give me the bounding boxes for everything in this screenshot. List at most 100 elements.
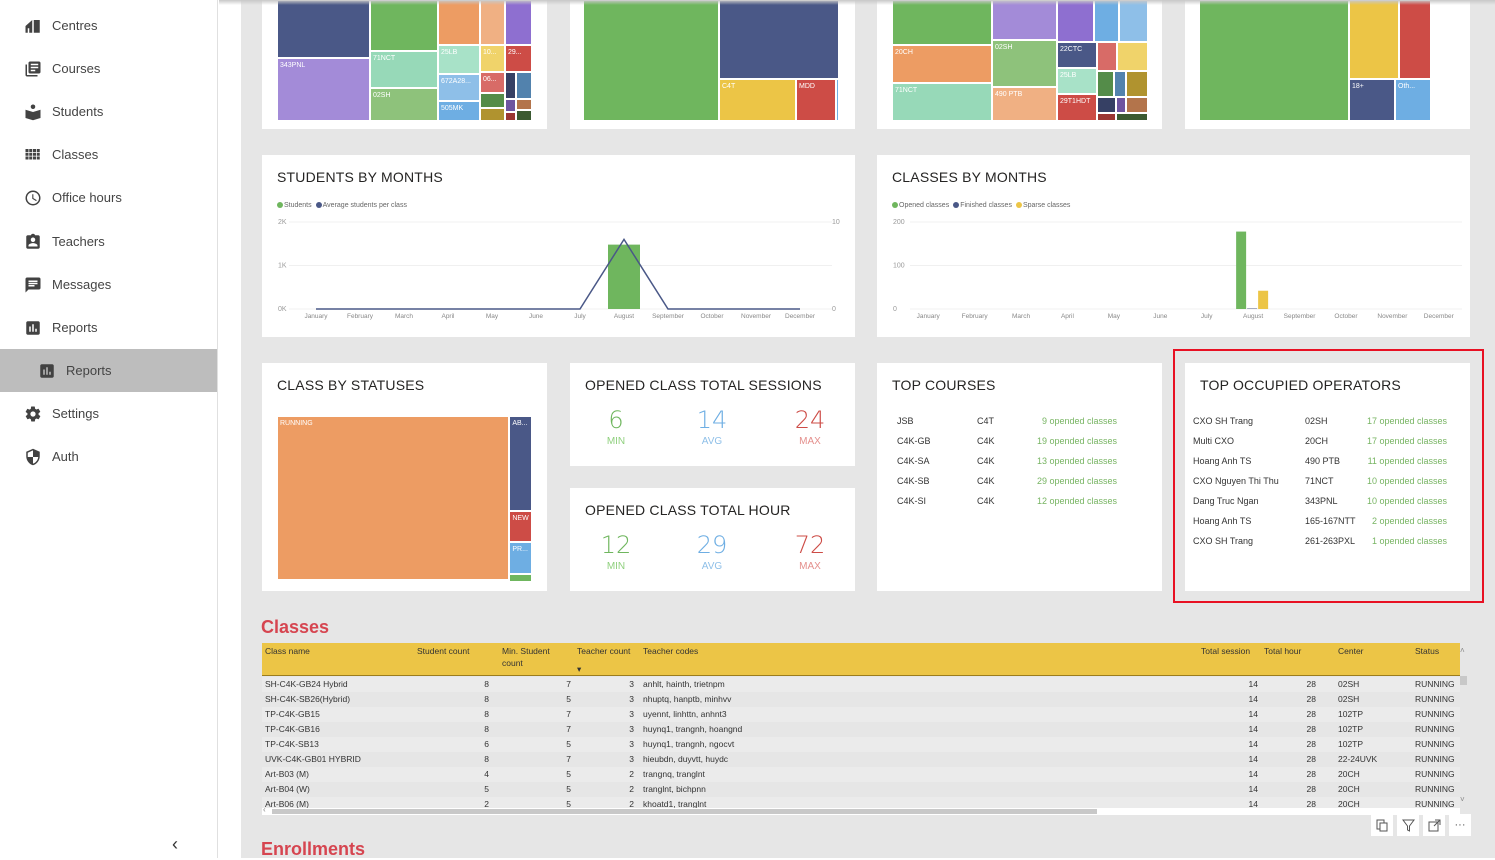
treemap-cell[interactable]: 672A28... [438, 74, 480, 101]
column-header[interactable]: Teacher count [577, 646, 631, 656]
sidebar-item-office-hours[interactable]: Office hours [0, 176, 217, 219]
treemap-cell[interactable]: Oth... [1395, 79, 1431, 121]
treemap-cell[interactable] [1097, 113, 1116, 121]
column-header[interactable]: Class name [265, 646, 310, 656]
treemap-cell[interactable] [583, 0, 719, 121]
table-row[interactable]: TP-C4K-SB13 6 5 3 huynq1, trangnh, ngocvt 14 2… [262, 737, 1460, 752]
treemap-cell[interactable]: 25LB [438, 45, 480, 74]
sidebar-item-centres[interactable]: Centres [0, 4, 217, 47]
treemap-cell[interactable] [480, 0, 505, 45]
more-options-icon[interactable]: ··· [1449, 814, 1471, 836]
treemap-cell[interactable]: 29... [505, 45, 532, 72]
sidebar-item-reports[interactable]: Reports [0, 306, 217, 349]
treemap-cell[interactable]: 06... [480, 72, 505, 93]
legend-item[interactable]: Sparse classes [1015, 202, 1070, 209]
sort-desc-icon[interactable]: ▾ [577, 664, 582, 674]
treemap-cell[interactable]: AB... [509, 416, 532, 511]
sidebar-item-courses[interactable]: Courses [0, 47, 217, 90]
scroll-thumb[interactable] [1460, 676, 1467, 685]
collapse-sidebar-button[interactable]: ‹ [172, 834, 178, 854]
treemap-cell[interactable] [1097, 42, 1117, 71]
table-row[interactable]: TP-C4K-GB15 8 7 3 uyennt, linhttn, anhnt3 14 2… [262, 707, 1460, 722]
treemap-cell[interactable] [516, 72, 532, 99]
column-header[interactable]: Student count [417, 646, 470, 656]
treemap-cell[interactable] [438, 0, 480, 45]
line-average-students[interactable] [316, 237, 800, 310]
treemap-cell[interactable] [1199, 0, 1349, 121]
treemap-cell[interactable] [370, 0, 438, 51]
sidebar-item-messages[interactable]: Messages [0, 263, 217, 306]
treemap-cell[interactable] [516, 99, 532, 110]
table-row[interactable]: UVK-C4K-GB01 HYBRID 8 7 3 hieubdn, duyvtt, h… [262, 752, 1460, 767]
treemap-cell[interactable]: RUNNING [277, 416, 510, 580]
table-row[interactable]: SH-C4K-SB26(Hybrid) 8 5 3 nhuptq, hanptb, mi… [262, 692, 1460, 707]
treemap-cell[interactable]: 02SH [992, 40, 1057, 87]
treemap-cell[interactable]: 505MK [438, 101, 480, 121]
treemap-cell[interactable] [516, 110, 532, 121]
treemap-cell[interactable] [1097, 97, 1116, 113]
treemap-cell[interactable]: 71NCT [892, 83, 992, 121]
treemap-cell[interactable] [1057, 0, 1094, 42]
treemap-cell[interactable] [992, 0, 1057, 40]
treemap-cell[interactable] [1116, 113, 1148, 121]
treemap-cell[interactable]: 490 PTB [992, 87, 1057, 121]
scroll-thumb[interactable] [272, 809, 1097, 814]
treemap-cell[interactable] [505, 112, 516, 121]
treemap-cell[interactable] [1117, 42, 1148, 71]
treemap-cell[interactable] [1126, 97, 1148, 113]
treemap-cell[interactable] [505, 99, 516, 112]
treemap-cell[interactable]: 10... [480, 45, 505, 72]
table-row[interactable]: TP-C4K-GB16 8 7 3 huynq1, trangnh, hoangnd 14… [262, 722, 1460, 737]
vertical-scrollbar[interactable]: ˄ ˅ [1460, 643, 1468, 807]
table-row[interactable]: Art-B03 (M) 4 5 2 trangnq, tranglnt 14 28 20CH R… [262, 767, 1460, 782]
treemap-cell[interactable] [1399, 0, 1431, 79]
treemap-cell[interactable] [1349, 0, 1399, 79]
treemap-cell[interactable] [1116, 97, 1126, 113]
sidebar-item-students[interactable]: Students [0, 90, 217, 133]
column-header[interactable]: Total session [1201, 646, 1251, 656]
treemap-cell[interactable]: NEW [509, 510, 532, 543]
column-header[interactable]: Total hour [1264, 646, 1302, 656]
bar-sparse-classes[interactable] [1258, 290, 1269, 309]
treemap-cell[interactable]: MDD [796, 79, 836, 121]
treemap-cell[interactable]: 18+ [1349, 79, 1395, 121]
bar-opened-classes[interactable] [1236, 231, 1247, 309]
column-header[interactable]: Teacher codes [643, 646, 699, 656]
scroll-up-icon[interactable]: ˄ [1460, 646, 1465, 655]
bar-finished-classes[interactable] [1247, 308, 1258, 309]
sidebar-item-classes[interactable]: Classes [0, 133, 217, 176]
treemap-cell[interactable]: 29T1HDT [1057, 94, 1097, 121]
treemap-cell[interactable] [1126, 71, 1148, 97]
table-row[interactable]: SH-C4K-GB24 Hybrid 8 7 3 anhlt, hainth, trie… [262, 677, 1460, 692]
treemap-cell[interactable]: 343PNL [277, 58, 370, 121]
treemap-cell[interactable]: 20CH [892, 45, 992, 83]
legend-item[interactable]: Opened classes [892, 202, 949, 209]
treemap-cell[interactable] [892, 0, 992, 45]
treemap-cell[interactable] [480, 93, 505, 108]
treemap-cell[interactable]: PR... [509, 542, 532, 574]
legend-item[interactable]: Finished classes [953, 202, 1012, 209]
column-header[interactable]: Center [1338, 646, 1364, 656]
treemap-cell[interactable] [1094, 0, 1119, 42]
sidebar-item-settings[interactable]: Settings [0, 392, 217, 435]
treemap-cell[interactable]: 71NCT [370, 51, 438, 88]
bar-students[interactable] [608, 244, 640, 309]
treemap-cell[interactable]: 25LB [1057, 68, 1097, 94]
sidebar-item-teachers[interactable]: Teachers [0, 220, 217, 263]
scroll-down-icon[interactable]: ˅ [1460, 795, 1465, 804]
horizontal-scrollbar[interactable]: ‹ [262, 805, 1460, 815]
treemap-cell[interactable] [505, 0, 532, 45]
treemap-cell[interactable] [836, 79, 839, 121]
table-row[interactable]: Art-B04 (W) 5 5 2 tranglnt, bichpnn 14 28 20CH R… [262, 782, 1460, 797]
copy-icon[interactable] [1371, 814, 1393, 836]
column-header[interactable]: Status [1415, 646, 1440, 656]
focus-mode-icon[interactable] [1423, 814, 1445, 836]
treemap-cell[interactable]: 22CTC [1057, 42, 1097, 68]
column-header[interactable]: Min. Student count [502, 646, 550, 668]
treemap-cell[interactable] [1097, 71, 1114, 97]
treemap-cell[interactable]: C4T [719, 79, 796, 121]
treemap-cell[interactable] [505, 72, 516, 99]
sidebar-subitem-reports[interactable]: Reports [0, 349, 217, 392]
treemap-cell[interactable] [1114, 71, 1126, 97]
treemap-cell[interactable]: 02SH [370, 88, 438, 121]
